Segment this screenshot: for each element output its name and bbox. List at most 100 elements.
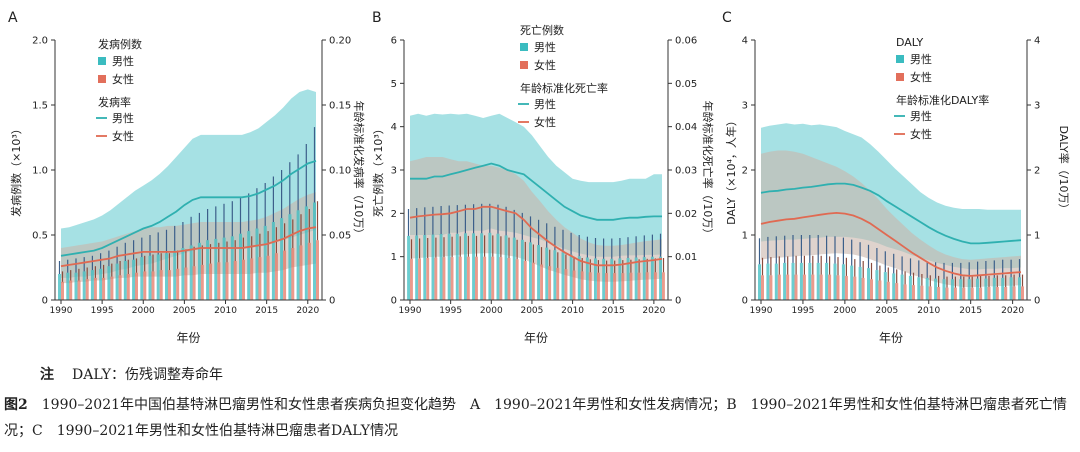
female-count-bar [580,271,584,300]
male-count-bar [189,245,193,300]
male-rate-line [410,162,662,221]
female-count-bar [828,274,832,300]
y2-tick-label: 0.02 [675,209,697,220]
female-count-bar [811,274,815,300]
male-count-bar [296,210,300,300]
male-count-bar [464,233,467,300]
female-rate-line [60,226,317,268]
male-count-bar [148,255,152,300]
male-count-bar [58,274,61,300]
female-count-bar [1021,286,1024,300]
figure-note: 注 DALY：伤残调整寿命年 [40,364,223,384]
male-count-bar [577,256,581,300]
male-count-bar [423,235,427,300]
y-tick-label: 3 [391,166,397,177]
female-count-bar [266,255,270,300]
female-count-bar [937,287,941,300]
male-count-bar [90,270,94,300]
x-tick-label: 1995 [439,306,462,316]
female-count-bar [118,275,122,300]
y-tick-label: 4 [391,122,397,133]
female-count-bar [613,273,617,300]
y2-tick-label: 0 [675,296,681,307]
x-tick-label: 2015 [602,306,625,316]
caption-text: 1990–2021年中国伯基特淋巴瘤男性和女性患者疾病负担变化趋势 A 1990… [4,397,1067,439]
male-count-bar [900,274,904,300]
female-count-bar [769,275,773,300]
female-count-bar [861,277,865,300]
y2-tick-label: 0.05 [675,79,697,90]
male-count-bar [908,275,912,300]
male-count-bar [959,279,963,300]
female-count-bar [291,248,295,300]
female-count-bar [786,274,790,300]
y-tick-label: 0 [42,296,48,307]
male-count-bar [875,270,879,300]
legend-male-count-label: 男性 [112,54,134,68]
male-count-bar [431,234,435,300]
legend-male-swatch [520,43,528,51]
female-count-bar [637,272,641,300]
legend-female-rate-label: 女性 [112,129,134,143]
female-count-bar [217,262,221,300]
female-count-bar [629,272,633,300]
male-count-bar [439,234,443,300]
female-count-bar [69,280,73,300]
y-tick-label: 2 [391,209,397,220]
male-count-bar [280,218,284,300]
female-count-bar [853,276,857,300]
legend-male-rate-label: 男性 [534,97,556,111]
y2-tick-label: 0 [1034,296,1040,307]
male-count-bar [825,262,829,300]
male-count-bar [537,245,540,300]
male-count-bar [197,242,201,300]
male-count-bar [984,278,988,300]
female-count-bar [283,250,287,300]
female-count-bar [167,270,171,300]
female-count-bar [475,256,478,300]
male-count-bar [82,271,86,300]
y-tick-label: 5 [391,79,397,90]
male-count-bar [892,273,896,300]
male-count-bar [99,268,103,300]
x-axis-title: 年份 [176,331,200,345]
female-count-bar [143,271,147,300]
female-count-bar [159,270,163,300]
y-axis-title: 死亡例数（×10³） [371,123,385,217]
male-count-bar [230,236,234,300]
male-count-bar [271,222,275,300]
female-count-bar [507,258,511,300]
female-count-bar [450,257,454,300]
female-count-bar [970,287,974,300]
legend-female-rate-label: 女性 [534,115,556,129]
y2-tick-label: 0 [329,296,335,307]
male-count-bar [634,257,638,300]
y2-tick-label: 0.15 [329,101,351,112]
y2-tick-label: 0.01 [675,252,697,263]
female-count-bar [126,274,130,300]
female-count-bar [434,257,438,300]
male-count-bar [799,262,803,300]
male-count-bar [642,257,646,300]
male-count-bar [783,262,787,300]
female-count-bar [548,266,552,300]
female-count-bar [274,253,278,300]
female-count-bar [572,270,576,300]
male-count-bar [255,228,259,300]
male-count-bar [976,278,979,300]
female-count-bar [85,279,89,300]
y-axis-title: 发病例数（×10³） [9,123,23,217]
y2-tick-label: 0.20 [329,36,351,47]
female-count-bar [135,272,138,300]
male-count-bar [934,278,938,300]
male-count-bar [181,248,185,300]
male-count-bar [545,247,549,300]
male-count-bar [833,263,837,300]
male-count-bar [488,232,492,300]
male-count-bar [472,233,475,300]
female-count-bar [870,279,873,300]
female-count-bar [426,258,430,300]
male-count-bar [156,254,160,300]
